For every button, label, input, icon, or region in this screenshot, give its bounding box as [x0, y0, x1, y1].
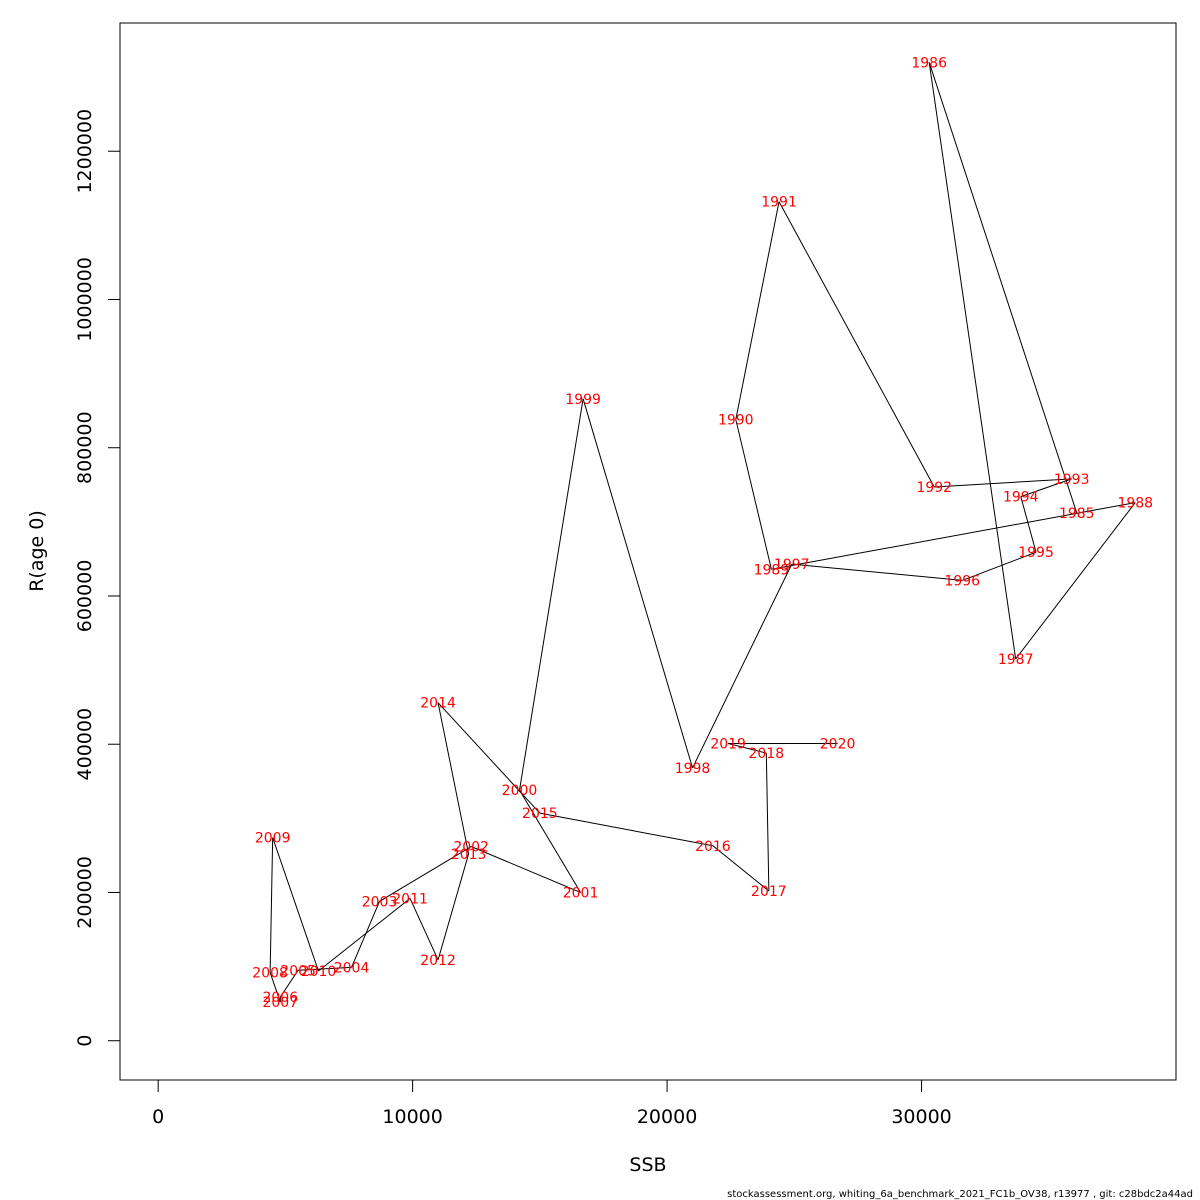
year-label-2020: 2020 [820, 736, 856, 752]
y-axis: 0 200000 400000 600000 800000 1000000 1200000 [74, 109, 121, 1047]
year-labels: 1985 1986 1987 1988 1989 1990 1991 1992 1993 1994… [252, 55, 1153, 1011]
year-label-2017: 2017 [751, 884, 787, 900]
trajectory-segment [437, 853, 470, 961]
trajectory-segment [437, 702, 541, 814]
trajectory-segment [928, 62, 1017, 660]
trajectory-segment [712, 845, 770, 892]
trajectory-segment [409, 898, 439, 961]
year-label-1998: 1998 [675, 761, 711, 777]
trajectory-segment [272, 837, 319, 972]
year-label-2002: 2002 [453, 840, 489, 856]
year-label-1994: 1994 [1003, 490, 1039, 506]
year-label-1987: 1987 [998, 652, 1034, 668]
trajectory-segment [437, 702, 470, 855]
year-label-1996: 1996 [944, 573, 980, 589]
y-tick-label: 200000 [74, 856, 96, 929]
y-axis-title: R(age 0) [26, 510, 48, 592]
ssb-recruitment-trajectory [269, 62, 1136, 1003]
trajectory-segment [962, 551, 1037, 581]
x-tick-label: 20000 [637, 1106, 697, 1128]
year-label-2019: 2019 [710, 736, 746, 752]
y-tick-label: 0 [74, 1035, 96, 1047]
trajectory-segment [519, 398, 584, 791]
year-label-1991: 1991 [761, 195, 797, 211]
trajectory-segment [735, 201, 780, 420]
trajectory-segment [470, 846, 581, 893]
year-label-2016: 2016 [695, 839, 731, 855]
trajectory-segment [934, 478, 1072, 488]
trajectory-segment [692, 563, 793, 769]
trajectory-segment [1015, 502, 1136, 660]
trajectory-segment [269, 972, 281, 1003]
year-label-2007: 2007 [262, 995, 298, 1011]
year-label-2008: 2008 [252, 966, 288, 982]
year-label-1989: 1989 [754, 562, 790, 578]
trajectory-segment [269, 837, 274, 973]
trajectory-segment [351, 901, 381, 968]
year-label-1986: 1986 [911, 55, 947, 71]
y-tick-label: 800000 [74, 411, 96, 484]
year-label-1985: 1985 [1059, 506, 1095, 522]
year-label-1992: 1992 [916, 480, 952, 496]
year-label-2006: 2006 [262, 990, 298, 1006]
trajectory-segment [582, 398, 694, 769]
trajectory-segment [1020, 478, 1072, 498]
year-label-1990: 1990 [718, 413, 754, 429]
y-tick-label: 1200000 [74, 109, 96, 194]
year-label-2015: 2015 [522, 806, 558, 822]
year-label-2012: 2012 [420, 953, 456, 969]
trajectory-segment [928, 62, 1078, 514]
trajectory-segment [318, 898, 411, 972]
trajectory-segment [778, 201, 935, 488]
year-label-2013: 2013 [451, 847, 487, 863]
trajectory-segment [279, 970, 299, 998]
footer-credit: stockassessment.org, whiting_6a_benchmar… [727, 1189, 1193, 1200]
year-label-1993: 1993 [1054, 472, 1090, 488]
trajectory-segment [298, 966, 352, 971]
x-tick-label: 10000 [382, 1106, 442, 1128]
year-label-2014: 2014 [420, 696, 456, 712]
trajectory-segment [379, 846, 472, 902]
y-tick-label: 400000 [74, 708, 96, 781]
trajectory-segment [791, 563, 963, 581]
trajectory-segment [765, 753, 770, 891]
year-label-1999: 1999 [565, 392, 601, 408]
y-tick-label: 1000000 [74, 257, 96, 342]
x-tick-label: 30000 [891, 1106, 951, 1128]
trajectory-segment [728, 742, 767, 754]
year-label-1988: 1988 [1117, 496, 1153, 512]
trajectory-segment [735, 419, 772, 570]
year-label-2003: 2003 [362, 894, 398, 910]
x-tick-label: 0 [152, 1106, 164, 1128]
year-label-2010: 2010 [301, 964, 337, 980]
year-label-1995: 1995 [1018, 545, 1054, 561]
trajectory-segment [771, 502, 1136, 570]
trajectory-segment [539, 812, 713, 847]
year-label-2004: 2004 [334, 960, 370, 976]
x-axis: 0 10000 20000 30000 [152, 1079, 952, 1128]
x-axis-title: SSB [629, 1154, 666, 1176]
year-label-2005: 2005 [280, 963, 316, 979]
trajectory-segment [519, 789, 581, 893]
trajectory-segment [1020, 496, 1037, 553]
y-tick-label: 600000 [74, 560, 96, 633]
year-label-2001: 2001 [563, 885, 599, 901]
year-label-2009: 2009 [255, 831, 291, 847]
year-label-2011: 2011 [392, 891, 428, 907]
year-label-2018: 2018 [749, 746, 785, 762]
year-label-2000: 2000 [502, 783, 538, 799]
year-label-1997: 1997 [774, 557, 810, 573]
